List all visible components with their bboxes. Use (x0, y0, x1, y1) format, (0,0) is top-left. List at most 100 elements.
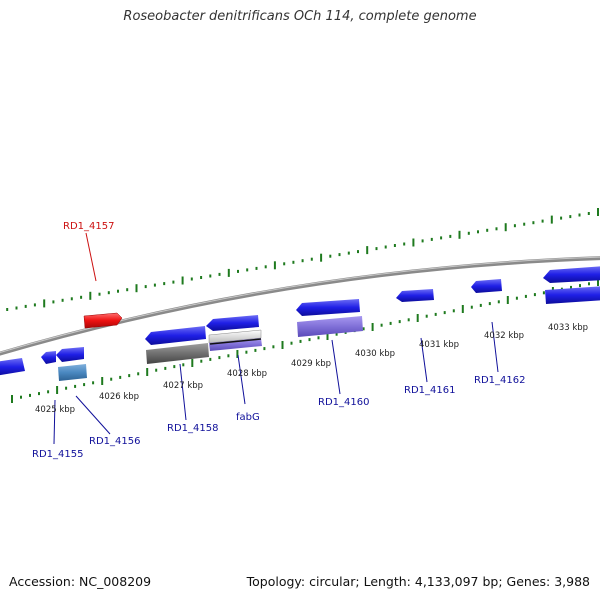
major-tick (273, 261, 276, 270)
major-tick (281, 341, 284, 349)
major-tick (191, 359, 194, 367)
gene-left-edge[interactable] (0, 358, 25, 376)
major-tick (506, 296, 509, 304)
minor-tick (98, 292, 101, 296)
gene-rd1-4156[interactable] (56, 347, 84, 362)
minor-tick (107, 291, 110, 295)
minor-tick (119, 375, 122, 379)
major-tick (416, 314, 419, 322)
kbp-scale-labels: 4025 kbp 4026 kbp 4027 kbp 4028 kbp 4029… (35, 323, 588, 415)
minor-tick (407, 318, 410, 322)
minor-tick (393, 244, 396, 247)
major-tick (101, 377, 104, 385)
minor-tick (515, 296, 518, 300)
minor-tick (163, 282, 166, 286)
gene-rd1-4160[interactable] (296, 299, 360, 316)
minor-tick (308, 338, 311, 342)
gene-rd1-4162[interactable] (471, 279, 502, 293)
major-tick (146, 368, 149, 376)
minor-tick (29, 393, 31, 397)
minor-tick (70, 297, 73, 301)
gene-label-fabg: fabG (236, 412, 260, 423)
minor-tick (15, 306, 18, 310)
minor-tick (283, 262, 286, 266)
minor-tick (440, 236, 443, 240)
minor-tick (533, 293, 536, 297)
minor-tick (255, 266, 258, 270)
minor-tick (357, 250, 359, 254)
gene-fabg[interactable] (206, 315, 259, 331)
gene-right-edge-upper[interactable] (543, 266, 600, 283)
major-tick (56, 386, 59, 394)
kbp-label: 4031 kbp (419, 340, 459, 350)
minor-tick (560, 216, 563, 220)
minor-tick (452, 309, 455, 313)
major-tick (89, 291, 92, 300)
minor-tick (218, 272, 221, 276)
minor-tick (292, 260, 295, 264)
minor-tick (347, 251, 350, 255)
major-tick (371, 323, 374, 331)
gene-purple[interactable] (297, 316, 363, 337)
gene-rd1-4158[interactable] (145, 326, 206, 345)
minor-tick (389, 321, 392, 325)
gene-label-rd1-4160: RD1_4160 (318, 397, 369, 408)
minor-tick (52, 300, 55, 304)
minor-tick (128, 374, 131, 378)
minor-tick (329, 254, 332, 258)
minor-tick (579, 284, 581, 288)
minor-tick (164, 366, 167, 370)
minor-tick (110, 377, 113, 381)
gene-label-rd1-4156: RD1_4156 (89, 436, 140, 447)
minor-tick (587, 212, 590, 215)
gene-rd1-4161[interactable] (396, 289, 434, 302)
minor-tick (24, 304, 27, 308)
major-tick (181, 276, 184, 285)
gene-grey[interactable] (146, 343, 209, 364)
major-tick (11, 395, 13, 403)
minor-tick (542, 291, 545, 295)
minor-tick (380, 323, 383, 327)
minor-tick (479, 303, 482, 307)
gene-steelblue[interactable] (58, 364, 87, 381)
major-tick (504, 223, 507, 232)
minor-tick (569, 215, 572, 219)
minor-tick (38, 392, 40, 396)
minor-tick (524, 294, 527, 298)
minor-tick (209, 357, 212, 361)
minor-tick (421, 239, 424, 243)
minor-tick (449, 234, 452, 238)
minor-tick (299, 339, 302, 343)
minor-tick (182, 363, 185, 367)
minor-tick (434, 312, 437, 316)
gene-white-striped[interactable] (208, 329, 262, 351)
minor-tick (246, 268, 249, 272)
major-tick (461, 305, 464, 313)
minor-tick (137, 372, 140, 376)
minor-tick (570, 285, 572, 289)
major-tick (550, 215, 553, 224)
minor-tick (264, 265, 267, 269)
minor-tick (290, 341, 293, 345)
major-tick (135, 284, 138, 293)
kbp-label: 4026 kbp (99, 392, 139, 402)
minor-tick (532, 221, 535, 225)
minor-tick (523, 222, 526, 226)
minor-tick (173, 365, 176, 369)
gene-rd1-4157[interactable] (83, 312, 123, 329)
minor-tick (384, 245, 387, 249)
minor-tick (80, 295, 83, 299)
minor-tick (477, 230, 479, 234)
minor-tick (218, 356, 221, 360)
gene-right-edge-lower[interactable] (545, 286, 600, 304)
minor-tick (362, 327, 365, 331)
gene-label-rd1-4158: RD1_4158 (167, 423, 218, 434)
minor-tick (74, 384, 77, 388)
minor-tick (61, 298, 64, 302)
minor-tick (126, 288, 129, 292)
minor-tick (153, 283, 156, 287)
major-tick (320, 253, 323, 262)
gene-rd1-4155[interactable] (41, 351, 56, 364)
major-tick (366, 246, 369, 255)
